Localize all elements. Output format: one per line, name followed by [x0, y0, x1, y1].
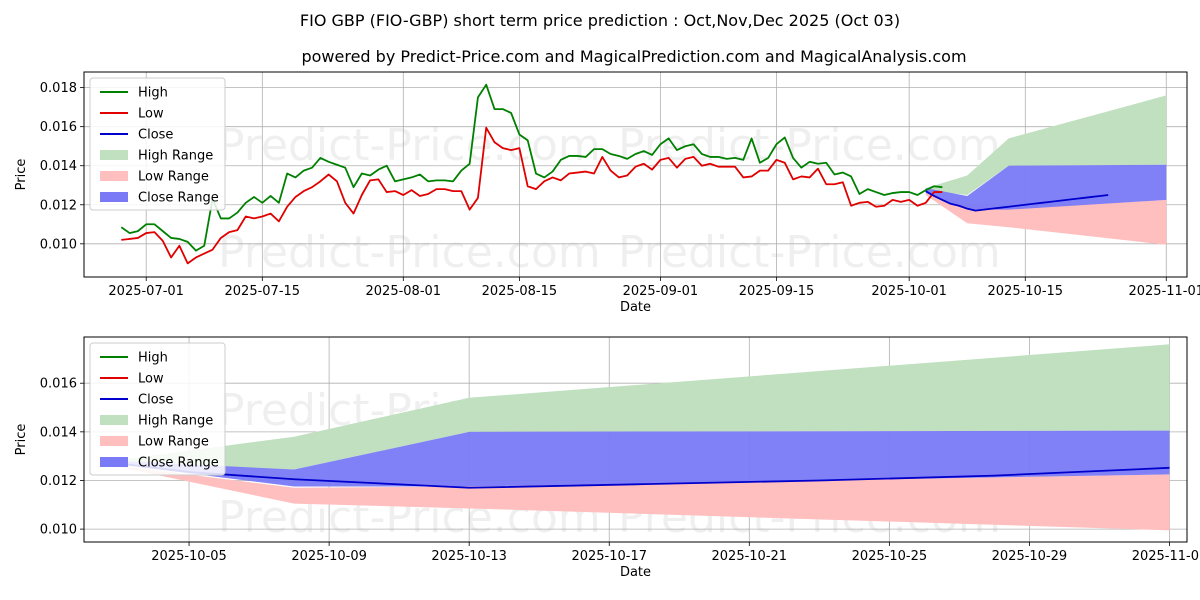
legend-label-high-range: High Range: [138, 414, 213, 429]
plot-area: [120, 83, 1167, 265]
top-panel: Predict-Price.com Predict-Price.com Predic…: [14, 71, 1200, 315]
y-tick-label: 0.012: [40, 474, 77, 489]
y-tick-label: 0.010: [40, 523, 77, 538]
y-tick-label: 0.010: [40, 237, 77, 252]
bottom-panel: Predict-Price.comPredict-Price.comPredic…: [14, 336, 1200, 580]
legend-label-close-range: Close Range: [138, 456, 219, 471]
watermark-low-right: Predict-Price.com: [618, 227, 1001, 278]
x-tick-label: 2025-07-15: [225, 284, 301, 299]
legend-label-close: Close: [138, 393, 173, 408]
y-axis-label: Price: [14, 159, 29, 191]
x-tick-label: 2025-11-01: [1128, 284, 1200, 299]
y-tick-label: 0.018: [40, 81, 77, 96]
y-tick-label: 0.016: [40, 377, 77, 392]
x-tick-label: 2025-08-15: [482, 284, 558, 299]
legend-label-high: High: [138, 351, 168, 366]
legend-label-close-range: Close Range: [138, 191, 219, 206]
low-range-band: [925, 193, 1167, 245]
chart-subtitle: powered by Predict-Price.com and Magical…: [301, 47, 966, 66]
x-tick-label: 2025-10-17: [571, 549, 647, 564]
low-range-band: [119, 465, 1170, 531]
legend-label-high-range: High Range: [138, 149, 213, 164]
legend-swatch-low-range: [100, 171, 128, 181]
x-tick-label: 2025-10-25: [852, 549, 928, 564]
high-range-band: [119, 344, 1170, 470]
legend-swatch-high-range: [100, 415, 128, 425]
legend-swatch-low-range: [100, 436, 128, 446]
x-tick-label: 2025-10-05: [151, 549, 227, 564]
x-axis-label: Date: [620, 565, 651, 580]
plot-area: [118, 344, 1170, 531]
legend-swatch-close-range: [100, 457, 128, 467]
high-range-band: [925, 95, 1167, 195]
x-tick-label: 2025-07-01: [108, 284, 184, 299]
legend-label-high: High: [138, 86, 168, 101]
x-tick-label: 2025-10-15: [988, 284, 1064, 299]
plot-frame: [83, 71, 1188, 278]
y-tick-label: 0.014: [40, 425, 77, 440]
x-tick-label: 2025-11-01: [1132, 549, 1200, 564]
legend-label-low-range: Low Range: [138, 170, 209, 185]
low-line: [121, 126, 943, 265]
legend-swatch-high-range: [100, 150, 128, 160]
watermark-left: Predict-Price.com: [218, 120, 601, 171]
plot-frame: [83, 336, 1188, 543]
watermark-right: Predict-Price.com: [618, 120, 1001, 171]
x-axis-label: Date: [620, 300, 651, 315]
chart-title: FIO GBP (FIO-GBP) short term price predi…: [300, 11, 900, 30]
close-line: [925, 190, 1109, 212]
watermark-low-left: Predict-Price.com: [218, 227, 601, 278]
x-tick-label: 2025-10-01: [871, 284, 947, 299]
legend-label-low: Low: [138, 107, 164, 122]
legend-label-close: Close: [138, 128, 173, 143]
close-range-band: [119, 430, 1170, 487]
x-tick-label: 2025-10-09: [291, 549, 367, 564]
legend-label-low-range: Low Range: [138, 435, 209, 450]
y-tick-label: 0.014: [40, 159, 77, 174]
x-tick-label: 2025-10-13: [431, 549, 507, 564]
close-range-band: [925, 164, 1167, 210]
legend-swatch-close-range: [100, 192, 128, 202]
legend-label-low: Low: [138, 372, 164, 387]
y-tick-label: 0.012: [40, 198, 77, 213]
x-tick-label: 2025-09-01: [623, 284, 699, 299]
y-axis-label: Price: [14, 424, 29, 456]
high-line: [120, 83, 943, 252]
x-tick-label: 2025-10-29: [992, 549, 1068, 564]
x-tick-label: 2025-10-21: [712, 549, 788, 564]
x-tick-label: 2025-08-01: [366, 284, 442, 299]
x-tick-label: 2025-09-15: [739, 284, 815, 299]
y-tick-label: 0.016: [40, 120, 77, 135]
